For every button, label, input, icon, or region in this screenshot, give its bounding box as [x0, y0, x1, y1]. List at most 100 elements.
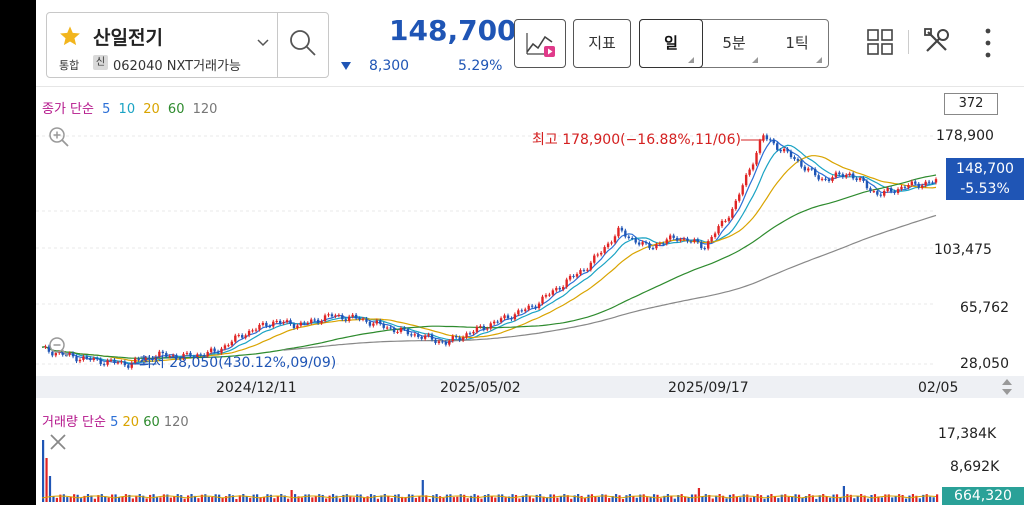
period-daily[interactable]: 일: [639, 19, 703, 68]
x-label: 2025/09/17: [668, 380, 749, 396]
candle-body: [824, 178, 827, 180]
candle-body: [455, 336, 458, 338]
x-axis[interactable]: [36, 376, 1024, 398]
volume-bar: [432, 495, 435, 502]
stock-selector[interactable]: 산일전기 통합 신 062040 NXT거래가능: [46, 12, 329, 78]
volume-bar: [566, 495, 569, 502]
candle-count-box[interactable]: 372: [944, 93, 998, 115]
candle-body: [389, 327, 392, 329]
candle-body: [85, 356, 89, 359]
candle-body: [151, 357, 154, 361]
volume-bar: [828, 497, 832, 502]
candle-body: [120, 361, 123, 363]
volume-bar: [801, 497, 804, 502]
candle-body: [744, 174, 748, 186]
volume-bar: [325, 498, 328, 502]
candle-body: [434, 339, 437, 343]
candle-body: [244, 335, 247, 338]
candle-body: [458, 337, 461, 341]
candle-body: [738, 194, 741, 201]
star-icon[interactable]: [59, 25, 81, 47]
volume-chart[interactable]: [36, 430, 1024, 505]
candle-body: [831, 177, 834, 182]
volume-bar: [642, 494, 645, 502]
scroll-arrows-icon[interactable]: [1000, 377, 1014, 397]
volume-bar: [684, 496, 687, 502]
close-icon[interactable]: [48, 432, 68, 452]
chevron-down-icon[interactable]: [257, 39, 269, 47]
candle-body: [769, 139, 772, 141]
volume-bar: [825, 496, 828, 502]
volume-bar: [97, 495, 100, 502]
candle-body: [883, 190, 886, 196]
zoom-out-icon[interactable]: [48, 336, 70, 358]
volume-bar: [797, 494, 801, 502]
volume-bar: [932, 497, 935, 502]
volume-bar: [746, 494, 749, 502]
grid-icon[interactable]: [866, 28, 894, 56]
volume-bar: [552, 494, 556, 502]
corner-triangle-icon: [752, 57, 758, 63]
volume-bar: [466, 498, 469, 502]
volume-bar: [735, 496, 738, 502]
volume-bar: [128, 494, 131, 502]
volume-bar: [235, 498, 238, 502]
candle-body: [927, 181, 931, 183]
volume-bar: [525, 494, 528, 502]
candle-body: [403, 328, 406, 330]
candle-body: [275, 320, 278, 322]
candle-body: [344, 319, 347, 321]
volume-bar: [528, 495, 531, 502]
volume-bar: [387, 495, 390, 502]
volume-bar: [839, 497, 842, 502]
indicator-button[interactable]: 지표: [573, 19, 631, 68]
candle-body: [348, 316, 351, 321]
search-icon[interactable]: [287, 27, 319, 59]
x-label: 2025/05/02: [440, 380, 521, 396]
zoom-in-icon[interactable]: [48, 126, 70, 148]
volume-ma-line: [41, 495, 937, 499]
candle-body: [158, 351, 161, 357]
y-label: 178,900: [936, 128, 994, 144]
candle-body: [720, 220, 724, 227]
volume-bar: [532, 498, 535, 502]
volume-bar: [545, 497, 549, 502]
volume-bar: [86, 494, 90, 502]
period-selector: 일 5분 1틱: [639, 19, 829, 68]
current-price-marker: 148,700 -5.53%: [946, 158, 1024, 200]
tools-icon[interactable]: [922, 26, 952, 56]
volume-bar: [732, 494, 735, 502]
more-icon[interactable]: [982, 26, 994, 60]
stock-code: 062040 NXT거래가능: [113, 59, 241, 74]
chart-indicator-button[interactable]: [514, 19, 566, 68]
volume-bar: [687, 497, 690, 502]
volume-bar: [276, 495, 279, 502]
volume-bar: [369, 494, 373, 502]
candle-body: [562, 286, 565, 290]
market-tag: 통합: [59, 59, 80, 72]
volume-bar: [297, 496, 300, 502]
candle-body: [320, 321, 323, 324]
candle-body: [710, 236, 713, 242]
volume-bar: [283, 495, 286, 502]
period-5min[interactable]: 5분: [722, 34, 746, 52]
candle-body: [527, 305, 530, 310]
volume-bar: [894, 496, 897, 502]
candle-body: [161, 351, 165, 354]
candle-body: [289, 320, 292, 325]
volume-bar: [670, 495, 673, 502]
candle-body: [444, 341, 448, 345]
price-chart[interactable]: [36, 116, 1024, 376]
volume-bar: [887, 494, 890, 502]
volume-bar: [659, 498, 663, 502]
volume-bar: [539, 494, 542, 502]
candle-body: [227, 345, 230, 347]
legend-ma5: 5: [102, 102, 111, 117]
volume-bar: [73, 494, 76, 502]
volume-bar: [59, 494, 62, 502]
period-1tick[interactable]: 1틱: [785, 34, 809, 52]
volume-bar: [673, 498, 676, 502]
candle-body: [534, 306, 537, 309]
candle-body: [903, 186, 907, 188]
candle-body: [537, 303, 541, 309]
